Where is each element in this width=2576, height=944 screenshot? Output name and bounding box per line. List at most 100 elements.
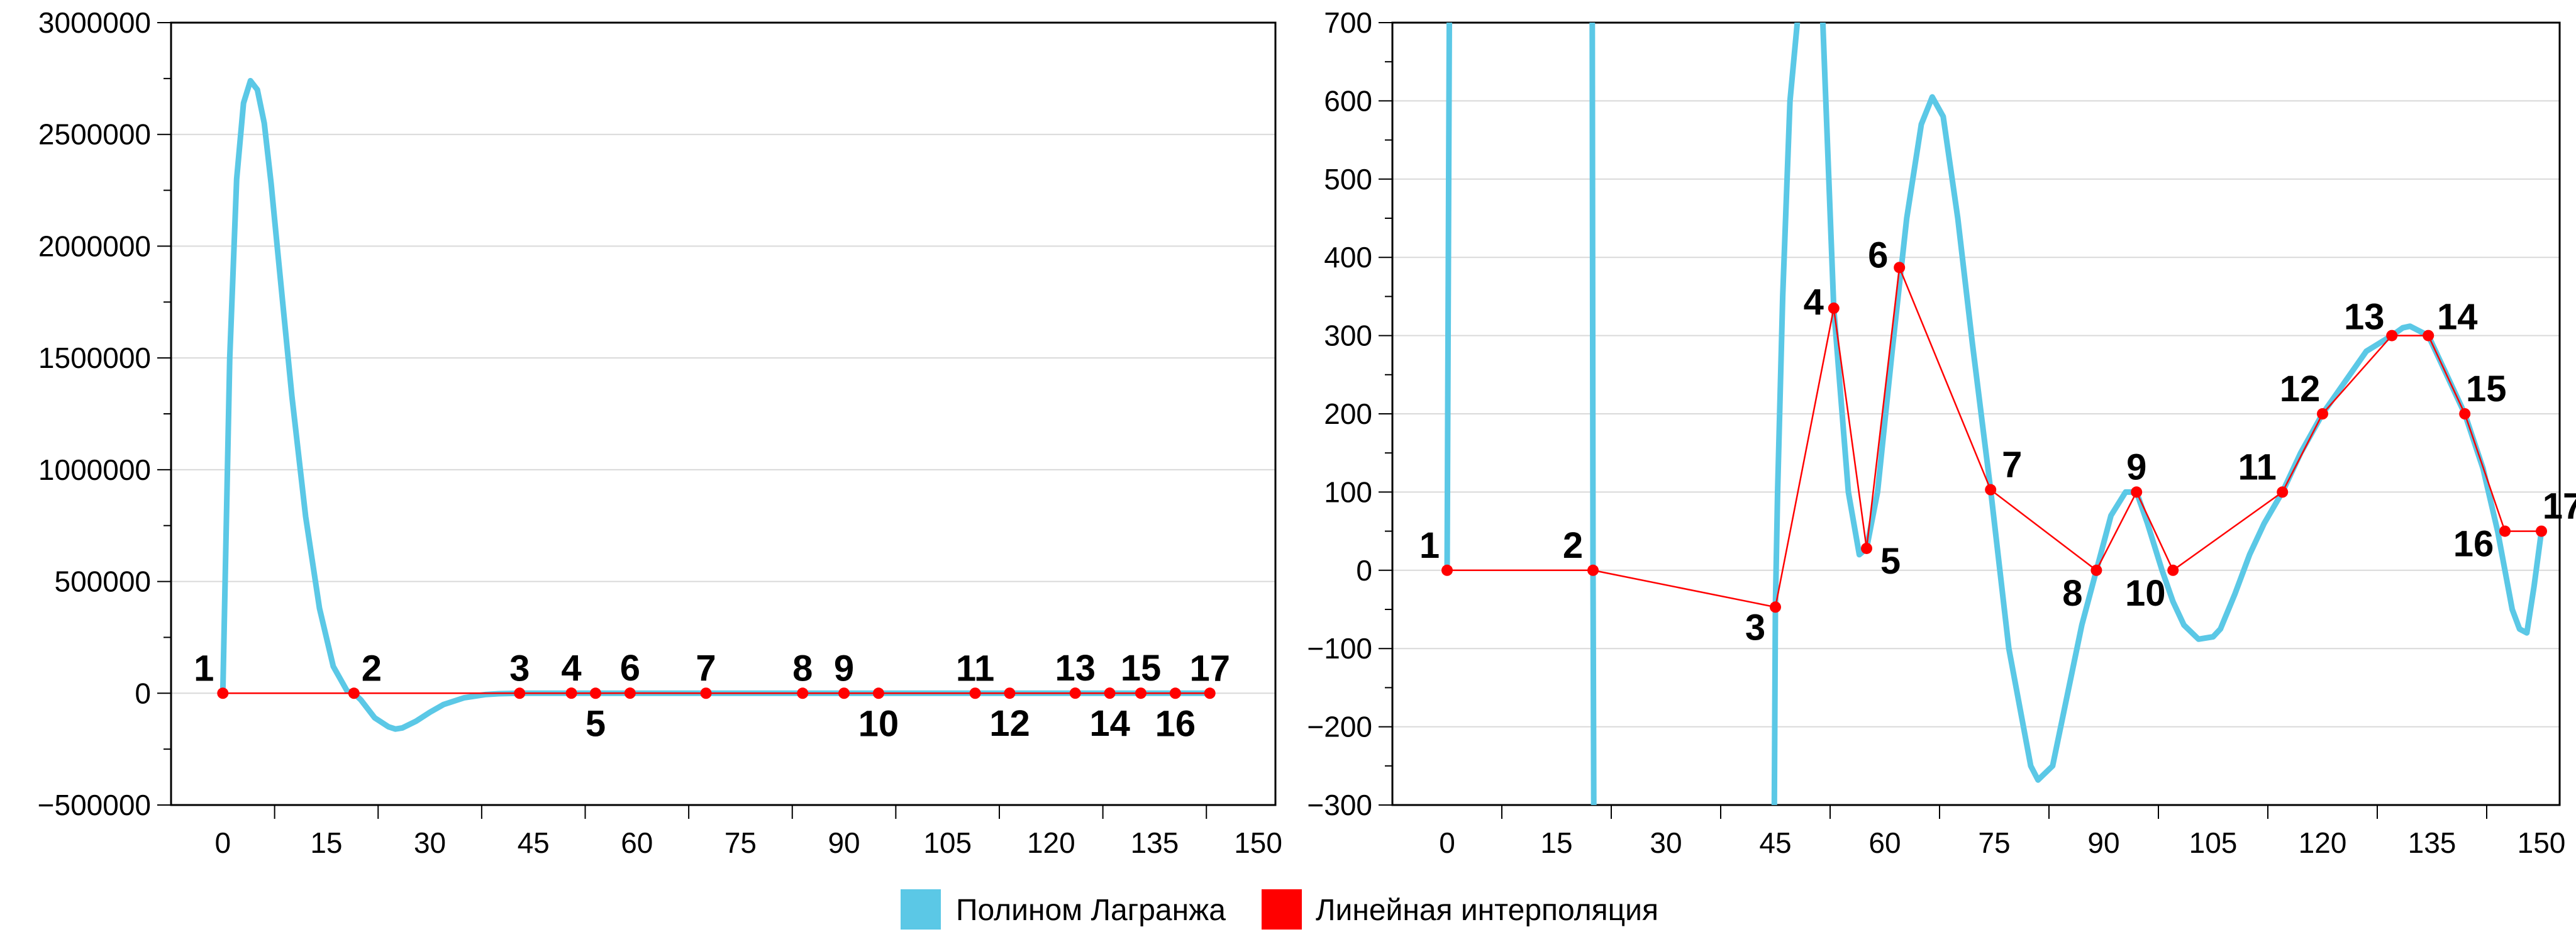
point-label: 13 xyxy=(1055,648,1096,689)
x-tick-label: 45 xyxy=(518,826,550,859)
x-tick-label: 45 xyxy=(1759,826,1791,859)
legend-label-linear: Линейная интерполяция xyxy=(1316,894,1658,927)
x-tick-label: 15 xyxy=(1540,826,1572,859)
grid xyxy=(1392,100,2560,728)
x-tick-label: 135 xyxy=(1131,826,1179,859)
x-tick-label: 105 xyxy=(923,826,972,859)
x-tick-label: 75 xyxy=(724,826,757,859)
data-point xyxy=(589,687,601,699)
point-label: 3 xyxy=(1745,607,1765,648)
point-label: 4 xyxy=(561,648,581,689)
data-point xyxy=(1004,687,1016,699)
point-label: 4 xyxy=(1804,282,1824,323)
x-tick-label: 120 xyxy=(2299,826,2347,859)
data-point xyxy=(217,687,229,699)
x-tick-label: 120 xyxy=(1027,826,1075,859)
data-point xyxy=(700,687,712,699)
x-tick-label: 75 xyxy=(1978,826,2010,859)
x-tick-label: 135 xyxy=(2408,826,2457,859)
y-tick-label: −200 xyxy=(1307,711,1372,743)
y-tick-label: 1000000 xyxy=(38,453,151,486)
data-point xyxy=(2386,330,2398,342)
data-point xyxy=(2499,525,2511,537)
x-tick-label: 30 xyxy=(414,826,446,859)
data-point xyxy=(1894,262,1906,274)
point-label: 6 xyxy=(1868,235,1888,275)
y-tick-label: 700 xyxy=(1324,6,1372,39)
x-axis: 0 15 30 45 60 75 90 105 120 135 150 xyxy=(1439,805,2565,859)
point-label: 9 xyxy=(2126,447,2146,487)
data-point xyxy=(2090,564,2102,576)
y-axis: −300 −200 −100 0 100 200 300 400 500 600 700 xyxy=(1307,6,1392,821)
y-tick-label: 0 xyxy=(135,677,151,709)
point-label: 10 xyxy=(2125,573,2166,614)
point-label: 2 xyxy=(362,648,382,689)
x-tick-label: 0 xyxy=(215,826,231,859)
data-point xyxy=(1169,687,1181,699)
x-tick-label: 60 xyxy=(1868,826,1901,859)
plot-frame xyxy=(170,21,1277,806)
point-label: 8 xyxy=(792,648,813,689)
x-tick-label: 0 xyxy=(1439,826,1455,859)
point-label: 7 xyxy=(2002,445,2022,486)
y-tick-label: 400 xyxy=(1324,241,1372,274)
data-point xyxy=(624,687,636,699)
data-point xyxy=(1441,564,1453,576)
point-label: 9 xyxy=(834,648,854,689)
point-label: 5 xyxy=(1880,541,1901,582)
point-label: 16 xyxy=(1155,703,1196,744)
x-tick-label: 150 xyxy=(1234,826,1282,859)
data-point xyxy=(2167,564,2179,576)
x-axis: 0 15 30 45 60 75 90 105 120 135 150 xyxy=(215,805,1282,859)
data-point xyxy=(1104,687,1116,699)
point-label: 12 xyxy=(989,703,1030,744)
data-point xyxy=(514,687,526,699)
y-tick-label: −100 xyxy=(1307,632,1372,665)
point-label: 5 xyxy=(586,703,606,744)
legend-label-lagrange: Полином Лагранжа xyxy=(956,894,1226,927)
y-tick-label: 200 xyxy=(1324,397,1372,430)
legend: Полином Лагранжа Линейная интерполяция xyxy=(901,889,1658,930)
point-label: 8 xyxy=(2062,573,2082,614)
data-point xyxy=(1587,564,1599,576)
data-point xyxy=(1828,303,1840,314)
data-point xyxy=(2277,486,2289,498)
data-point xyxy=(2536,525,2547,537)
y-tick-label: 100 xyxy=(1324,475,1372,508)
data-point xyxy=(797,687,809,699)
data-point xyxy=(1204,687,1216,699)
x-tick-label: 30 xyxy=(1650,826,1682,859)
point-label: 1 xyxy=(194,648,214,689)
grid xyxy=(171,133,1275,694)
y-tick-label: 600 xyxy=(1324,84,1372,117)
x-tick-label: 90 xyxy=(2087,826,2119,859)
data-point xyxy=(1069,687,1081,699)
point-label: 16 xyxy=(2453,524,2494,565)
point-label: 10 xyxy=(858,703,899,744)
point-label: 13 xyxy=(2344,297,2385,338)
data-point xyxy=(838,687,850,699)
point-label: 11 xyxy=(956,648,994,689)
lagrange-curve xyxy=(1771,23,1801,805)
data-point xyxy=(348,687,360,699)
y-tick-label: −300 xyxy=(1307,789,1372,821)
lagrange-curve xyxy=(1444,23,1452,574)
left-chart-panel: −500000 0 500000 1000000 1500000 2000000 25000… xyxy=(38,6,1282,859)
x-tick-label: 90 xyxy=(828,826,860,859)
x-tick-label: 15 xyxy=(310,826,342,859)
lagrange-curve xyxy=(1819,23,2545,783)
legend-swatch-linear xyxy=(1262,889,1302,930)
point-label: 11 xyxy=(2238,447,2277,487)
data-point xyxy=(1135,687,1146,699)
y-tick-label: 0 xyxy=(1356,554,1372,587)
data-point xyxy=(2317,408,2328,419)
data-point xyxy=(2423,330,2434,342)
data-point xyxy=(565,687,577,699)
y-tick-label: 2000000 xyxy=(38,230,151,262)
data-point xyxy=(1770,601,1781,613)
y-tick-label: 3000000 xyxy=(38,6,151,39)
point-label: 15 xyxy=(1121,648,1162,689)
x-tick-label: 105 xyxy=(2189,826,2238,859)
